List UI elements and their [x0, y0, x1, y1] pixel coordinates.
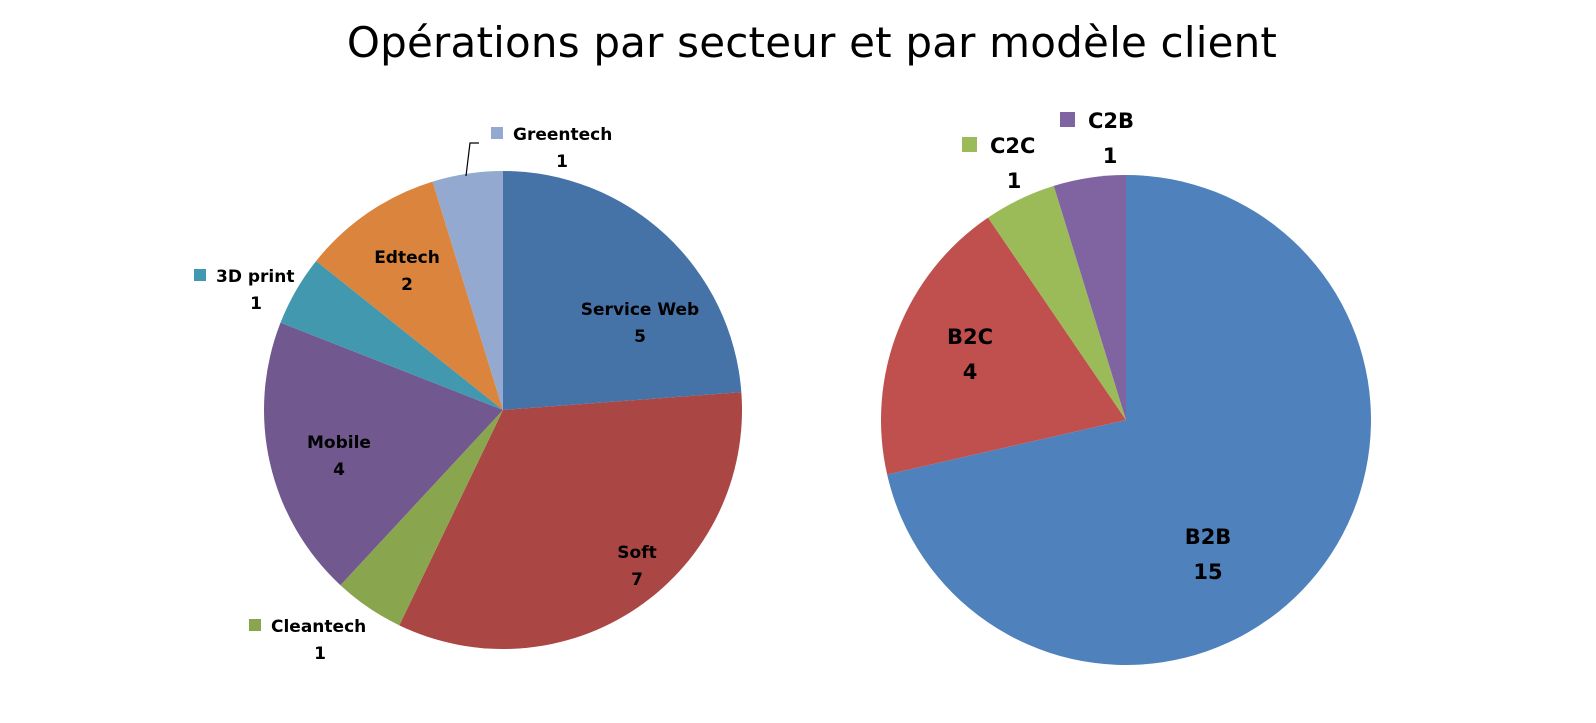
page-title: Opérations par secteur et par modèle cli…	[346, 18, 1278, 67]
pie-slice-c2c	[987, 185, 1126, 420]
data-label-name: C2C	[990, 134, 1035, 158]
data-label-name: C2B	[1088, 109, 1134, 133]
legend-key-c2c	[962, 137, 977, 152]
leader-line-greentech	[465, 142, 479, 177]
data-label-name: Mobile	[307, 433, 371, 453]
data-label-name: Cleantech	[271, 617, 366, 637]
data-label-value: 7	[631, 570, 643, 590]
data-label-value: 1	[1007, 169, 1022, 193]
legend-key-cleantech	[249, 619, 261, 631]
data-label-value: 4	[333, 460, 345, 480]
data-label-value: 5	[634, 327, 646, 347]
data-label-service-web: Service Web 5	[581, 300, 699, 347]
data-label-name: Service Web	[581, 300, 699, 320]
data-label-cleantech: Cleantech 1	[249, 617, 366, 664]
data-label-name: B2C	[947, 325, 993, 349]
data-label-name: Edtech	[374, 248, 440, 268]
pie-slice-cleantech	[340, 410, 503, 626]
data-label-soft: Soft 7	[617, 543, 656, 590]
legend-key-c2b	[1060, 112, 1075, 127]
data-label-value: 1	[250, 294, 262, 314]
pie-slice-b2b	[887, 175, 1371, 665]
data-label-3d-print: 3D print 1	[194, 267, 294, 314]
data-label-value: 1	[1103, 144, 1118, 168]
pie-slice-mobile	[263, 322, 503, 586]
data-label-name: Greentech	[513, 125, 612, 145]
pie-slice-soft	[399, 392, 742, 649]
pie-slice-service-web	[503, 171, 742, 410]
data-label-name: 3D print	[216, 267, 294, 287]
data-label-value: 1	[556, 152, 568, 172]
legend-key-greentech	[491, 127, 503, 139]
data-label-name: B2B	[1185, 525, 1232, 549]
pie-slice-b2c	[880, 217, 1126, 475]
pie-chart-1: Service Web 5 Soft 7 Cleantech 1 Mobile 4 3D pri…	[194, 125, 742, 664]
pie-slice-greentech	[432, 171, 503, 410]
data-label-value: 15	[1193, 560, 1222, 584]
pie-slice-edtech	[316, 181, 503, 410]
pie-slice-c2b	[1053, 175, 1126, 420]
legend-key-3d-print	[194, 269, 206, 281]
data-label-name: Soft	[617, 543, 656, 563]
pie-slice-3d-print	[280, 260, 503, 410]
data-label-value: 2	[401, 275, 413, 295]
data-label-mobile: Mobile 4	[307, 433, 371, 480]
data-label-greentech: Greentech 1	[465, 125, 612, 177]
data-label-value: 1	[314, 644, 326, 664]
data-label-value: 4	[963, 360, 978, 384]
data-label-edtech: Edtech 2	[374, 248, 440, 295]
